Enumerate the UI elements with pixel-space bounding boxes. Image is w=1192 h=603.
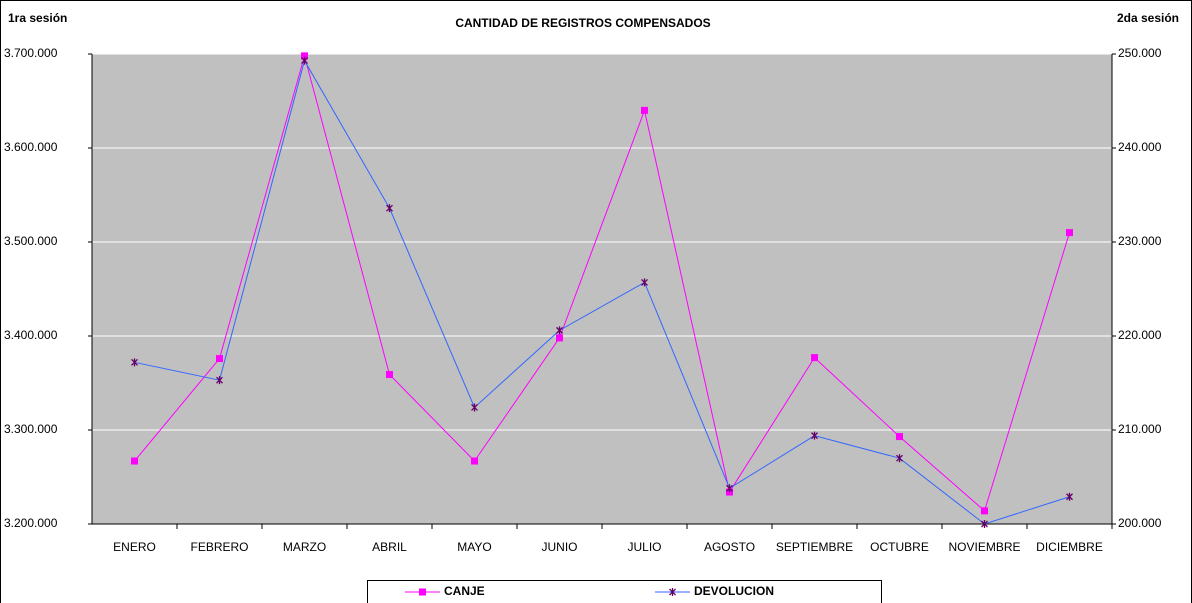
marker: [726, 484, 733, 493]
plot-area: [91, 53, 1113, 525]
marker: [301, 52, 308, 60]
marker: [216, 376, 223, 385]
x-tick-label: JULIO: [627, 540, 661, 554]
y-tick-label: 3.400.000: [4, 328, 58, 342]
legend: [367, 580, 882, 603]
y2-tick-label: 230.000: [1118, 234, 1162, 248]
x-tick-label: OCTUBRE: [870, 540, 929, 554]
series-line: [134, 59, 1070, 525]
x-tick-label: ENERO: [113, 540, 156, 554]
x-tick-label: MAYO: [457, 540, 491, 554]
y2-tick-label: 240.000: [1118, 140, 1162, 154]
marker: [471, 403, 478, 412]
x-tick-label: SEPTIEMBRE: [776, 540, 853, 554]
marker: [896, 433, 903, 441]
y2-tick-label: 200.000: [1118, 516, 1162, 530]
marker: [131, 457, 138, 465]
marker: [419, 588, 426, 596]
x-tick-label: MARZO: [283, 540, 326, 554]
x-tick-label: ABRIL: [372, 540, 407, 554]
y-tick-label: 3.500.000: [4, 234, 58, 248]
marker: [386, 371, 393, 379]
marker: [641, 106, 648, 114]
y-tick-label: 3.300.000: [4, 422, 58, 436]
marker: [471, 457, 478, 465]
series-line: [134, 53, 1070, 512]
marker: [301, 56, 308, 65]
x-tick-label: JUNIO: [542, 540, 578, 554]
marker: [981, 520, 988, 528]
marker: [811, 354, 818, 362]
marker: [1066, 492, 1073, 501]
y-axis-title: 1ra sesión: [8, 11, 67, 25]
marker: [386, 204, 393, 213]
legend-label: CANJE: [444, 584, 485, 598]
x-tick-label: NOVIEMBRE: [948, 540, 1020, 554]
y2-axis-title: 2da sesión: [1117, 11, 1179, 25]
marker: [811, 431, 818, 440]
legend-label: DEVOLUCION: [694, 584, 774, 598]
y-tick-label: 3.600.000: [4, 140, 58, 154]
marker: [981, 507, 988, 515]
y-tick-label: 3.700.000: [4, 46, 58, 60]
y2-tick-label: 220.000: [1118, 328, 1162, 342]
x-tick-label: AGOSTO: [704, 540, 755, 554]
y2-tick-label: 210.000: [1118, 422, 1162, 436]
marker: [131, 358, 138, 367]
x-tick-label: FEBRERO: [190, 540, 248, 554]
marker: [641, 278, 648, 287]
marker: [556, 326, 563, 335]
marker: [896, 454, 903, 463]
marker: [556, 334, 563, 342]
marker: [669, 588, 676, 596]
x-tick-label: DICIEMBRE: [1036, 540, 1103, 554]
marker: [216, 355, 223, 363]
chart-title: CANTIDAD DE REGISTROS COMPENSADOS: [455, 16, 710, 30]
y2-tick-label: 250.000: [1118, 46, 1162, 60]
y-tick-label: 3.200.000: [4, 516, 58, 530]
marker: [1066, 229, 1073, 237]
